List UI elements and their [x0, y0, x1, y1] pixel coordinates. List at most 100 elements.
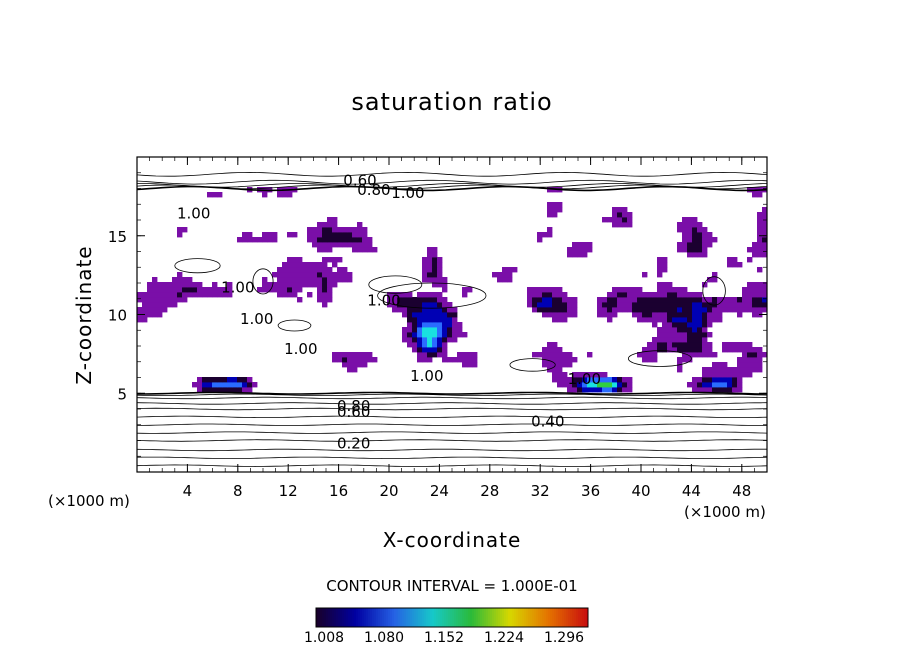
field-cell — [747, 342, 753, 348]
field-cell — [697, 327, 703, 333]
contour-line — [137, 431, 767, 434]
colorbar-swatch — [584, 608, 587, 627]
field-cell — [307, 282, 313, 288]
field-cell — [532, 287, 538, 293]
field-cell — [687, 292, 693, 298]
field-cell — [722, 377, 728, 383]
field-cell — [737, 387, 743, 393]
colorbar-swatch — [388, 608, 391, 627]
field-cell — [582, 387, 588, 393]
field-cell — [762, 212, 767, 218]
field-cell — [307, 227, 313, 233]
field-cell — [692, 337, 698, 343]
colorbar-swatch — [452, 608, 455, 627]
field-cell — [427, 312, 433, 318]
field-cell — [762, 242, 767, 248]
field-cell — [297, 257, 303, 263]
contour-label: 0.60 — [337, 403, 370, 421]
field-cell — [137, 307, 143, 313]
field-cell — [682, 297, 688, 303]
field-cell — [702, 247, 708, 253]
field-cell — [197, 287, 203, 293]
field-cell — [732, 342, 738, 348]
colorbar-swatch — [494, 608, 497, 627]
field-cell — [577, 377, 583, 383]
field-cell — [712, 352, 718, 358]
field-cell — [557, 377, 563, 383]
contour-line — [137, 171, 767, 177]
field-cell — [722, 302, 728, 308]
field-cell — [552, 297, 558, 303]
field-cell — [432, 252, 438, 258]
field-cell — [437, 327, 443, 333]
field-cell — [562, 352, 568, 358]
field-cell — [687, 312, 693, 318]
field-cell — [322, 247, 328, 253]
field-cell — [707, 367, 713, 373]
field-cell — [332, 257, 338, 263]
field-cell — [737, 367, 743, 373]
colorbar-swatch — [338, 608, 341, 627]
field-cell — [407, 307, 413, 313]
field-cell — [742, 352, 748, 358]
field-cell — [367, 247, 373, 253]
field-cell — [327, 297, 333, 303]
field-cell — [687, 302, 693, 308]
field-cell — [737, 302, 743, 308]
field-cell — [442, 357, 448, 363]
field-cell — [412, 342, 418, 348]
field-cell — [677, 312, 683, 318]
field-cell — [327, 282, 333, 288]
field-cell — [682, 322, 688, 328]
field-cell — [622, 297, 628, 303]
field-cell — [692, 217, 698, 223]
field-cell — [422, 352, 428, 358]
field-cell — [697, 322, 703, 328]
field-cell — [367, 352, 373, 358]
field-cell — [402, 307, 408, 313]
colorbar-swatch — [566, 608, 569, 627]
colorbar-swatch — [506, 608, 509, 627]
field-cell — [342, 267, 348, 273]
field-cell — [682, 357, 688, 363]
field-cell — [247, 377, 253, 383]
field-cell — [642, 317, 648, 323]
field-cell — [172, 292, 178, 298]
field-cell — [557, 287, 563, 293]
field-cell — [317, 222, 323, 228]
colorbar-swatch — [504, 608, 507, 627]
field-cell — [697, 352, 703, 358]
field-cell — [552, 207, 558, 213]
field-cell — [697, 247, 703, 253]
field-cell — [697, 317, 703, 323]
field-cell — [552, 287, 558, 293]
field-cell — [562, 377, 568, 383]
field-cell — [432, 272, 438, 278]
field-cell — [397, 302, 403, 308]
field-cell — [427, 322, 433, 328]
field-cell — [697, 347, 703, 353]
field-cell — [582, 242, 588, 248]
field-cell — [187, 282, 193, 288]
field-cell — [622, 207, 628, 213]
field-cell — [722, 297, 728, 303]
field-cell — [567, 307, 573, 313]
field-cell — [682, 337, 688, 343]
field-cell — [322, 257, 328, 263]
field-cell — [242, 237, 248, 243]
field-cell — [437, 342, 443, 348]
field-cell — [457, 327, 463, 333]
field-cell — [177, 277, 183, 283]
field-cell — [557, 312, 563, 318]
field-cell — [467, 357, 473, 363]
field-cell — [337, 237, 343, 243]
field-cell — [292, 282, 298, 288]
field-cell — [397, 307, 403, 313]
field-cell — [542, 352, 548, 358]
field-cell — [357, 362, 363, 368]
contour-label: 0.20 — [337, 435, 370, 453]
field-cell — [687, 342, 693, 348]
field-cell — [422, 257, 428, 263]
field-cell — [622, 287, 628, 293]
field-cell — [697, 222, 703, 228]
